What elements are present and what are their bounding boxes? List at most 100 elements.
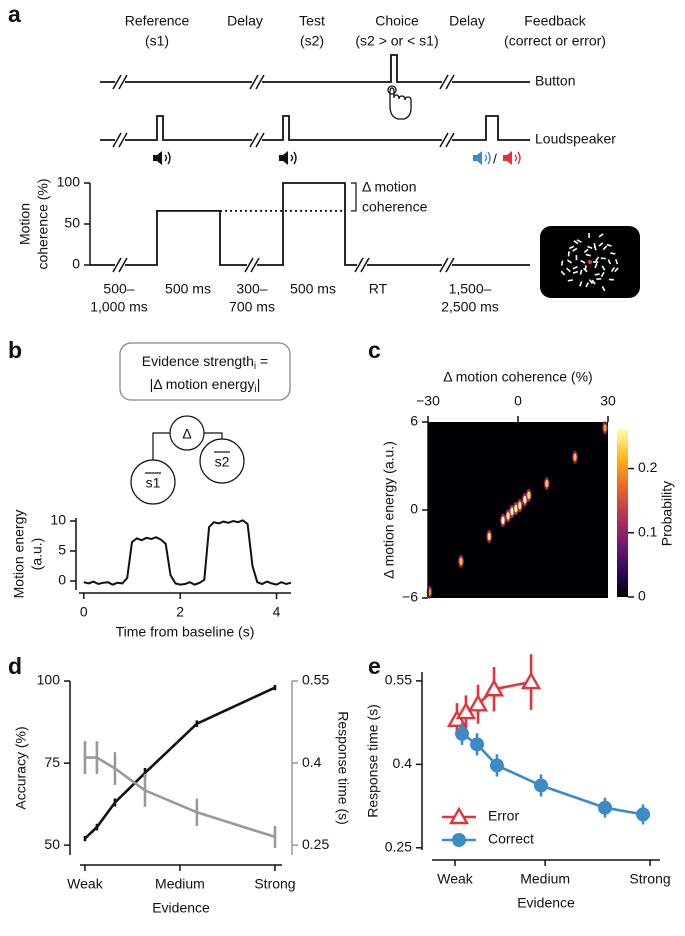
y-axis-label: Probability (659, 481, 675, 546)
break-mark (445, 257, 455, 273)
x-tick-label: 0 (514, 393, 522, 409)
break-mark (354, 257, 364, 273)
heat-spot (527, 491, 531, 500)
x-axis-label: Time from baseline (s) (116, 624, 255, 640)
loudspeaker-trace (100, 115, 530, 141)
y-axis-label: (a.u.) (29, 538, 45, 571)
speaker-wave (293, 151, 297, 165)
press-point (387, 85, 397, 95)
break-mark (118, 74, 128, 90)
dot (598, 233, 604, 238)
dot (615, 259, 619, 265)
dot (600, 271, 605, 278)
dot (568, 245, 575, 250)
epoch-label: Delay (449, 13, 485, 29)
heat-spot (518, 501, 522, 510)
delta-label: Δ motion (362, 179, 417, 195)
epoch-label: Test (299, 13, 325, 29)
legend-marker (452, 833, 466, 847)
y-axis-label: Accuracy (%) (13, 726, 29, 809)
y-axis-label: coherence (%) (35, 178, 51, 269)
x-tick-label: Strong (254, 876, 295, 892)
node-label: Δ (182, 426, 191, 442)
separator: / (493, 151, 497, 167)
y-tick-label: 0 (410, 501, 418, 517)
break-gap (357, 259, 367, 271)
speaker-icon (157, 151, 162, 165)
x-axis-label: Evidence (517, 895, 575, 911)
break-mark (445, 74, 455, 90)
x-tick-label: 4 (273, 604, 281, 620)
break-mark (112, 74, 122, 90)
dot (588, 279, 594, 284)
dot (573, 240, 579, 245)
break-gap (115, 259, 125, 271)
epoch-label: (s1) (145, 33, 169, 49)
speaker-wave (290, 154, 294, 162)
data-line (83, 519, 292, 586)
dot (567, 279, 573, 282)
x-axis-label: Evidence (152, 900, 210, 916)
button-trace (100, 54, 530, 83)
dot (560, 260, 564, 266)
dot (587, 245, 593, 250)
formula-part: | (257, 376, 261, 392)
hand-icon (389, 87, 412, 120)
data-line (461, 732, 644, 816)
speaker-wave (484, 154, 488, 162)
formula-part: Evidence strength (142, 353, 254, 369)
circle-marker (489, 758, 504, 773)
heat-spot (459, 557, 463, 566)
y-axis-label: Δ motion energy (a.u.) (381, 441, 397, 579)
dot (572, 270, 579, 274)
circle-marker (597, 800, 612, 815)
dot (602, 245, 608, 251)
y-tick-label: 100 (37, 672, 61, 688)
y-axis-label: Response time (s) (365, 704, 381, 818)
y-tick-label: −6 (402, 589, 418, 605)
dot (598, 242, 604, 247)
break-mark (244, 257, 254, 273)
y-tick-label: 5 (58, 542, 66, 558)
break-mark (439, 74, 449, 90)
break-mark (118, 257, 128, 273)
epoch-label: (s2 > or < s1) (355, 33, 438, 49)
speaker-icon (473, 155, 477, 161)
break-mark (360, 257, 370, 273)
heat-spot (545, 479, 549, 488)
dot (610, 266, 616, 272)
data-line (84, 686, 276, 840)
break-mark (250, 257, 260, 273)
dot (583, 248, 589, 253)
fixation-dot (587, 259, 593, 265)
formula-text: Evidence strengthi = (142, 353, 268, 372)
break-gap (115, 76, 125, 88)
circle-marker (455, 726, 470, 741)
dot (567, 259, 572, 264)
subscript: i (254, 384, 256, 395)
dot (579, 281, 583, 287)
heat-spot (510, 507, 514, 516)
dot (594, 262, 598, 269)
y-tick-label: 0.4 (302, 754, 322, 770)
epoch-label: Choice (375, 13, 419, 29)
formula-part: = (256, 353, 268, 369)
y-tick-label: 0.1 (638, 523, 658, 539)
y-tick-label: 10 (50, 512, 66, 528)
legend-marker (448, 806, 470, 825)
duration-label: 1,000 ms (90, 299, 148, 315)
row-label: Loudspeaker (535, 131, 616, 147)
y-tick-label: 100 (57, 174, 81, 190)
speaker-icon (279, 155, 283, 161)
duration-label: 500 ms (165, 281, 211, 297)
duration-label: 1,500– (449, 281, 492, 297)
x-tick-label: Weak (67, 876, 104, 892)
data-line (84, 756, 276, 839)
circle-marker (470, 737, 485, 752)
dot (591, 279, 596, 285)
epoch-label: Delay (227, 13, 263, 29)
y-tick-label: 75 (44, 754, 60, 770)
epoch-label: (correct or error) (504, 33, 606, 49)
y-tick-label: 0 (58, 572, 66, 588)
